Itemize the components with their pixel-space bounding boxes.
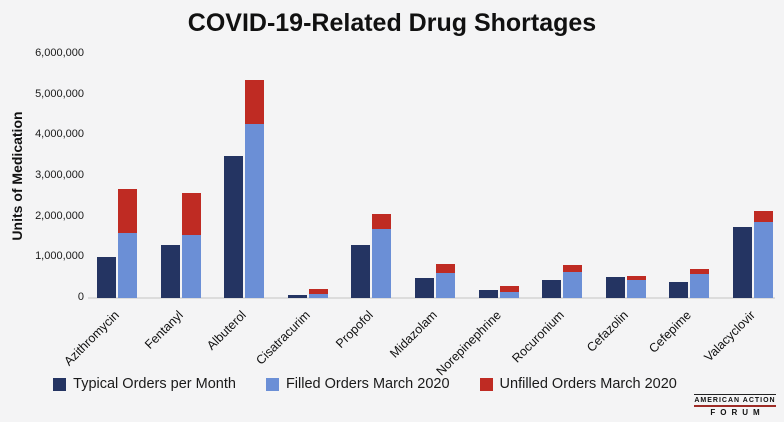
y-tick-label: 0 — [77, 291, 84, 303]
bar-filled-norepinephrine — [499, 291, 519, 298]
legend-item-filled-orders: Filled Orders March 2020 — [265, 376, 450, 392]
logo-line-forum: FORUM — [710, 408, 765, 417]
legend-item-unfilled-orders: Unfilled Orders March 2020 — [479, 376, 677, 392]
bar-unfilled-norepinephrine — [499, 286, 519, 292]
bar-typical-albuterol — [224, 155, 244, 298]
bar-unfilled-propofol — [372, 214, 392, 229]
american-action-forum-logo: AMERICAN ACTION FORUM — [694, 393, 776, 417]
y-tick-label: 6,000,000 — [35, 47, 84, 59]
bar-typical-valacyclovir — [733, 226, 752, 298]
bar-filled-cefazolin — [626, 279, 646, 298]
legend-item-typical-orders: Typical Orders per Month — [53, 376, 236, 392]
bar-unfilled-cefazolin — [626, 276, 646, 280]
bar-unfilled-midazolam — [436, 263, 455, 273]
bar-typical-propofol — [351, 245, 371, 298]
y-tick-label: 5,000,000 — [35, 87, 84, 100]
bar-filled-cefepime — [690, 274, 710, 298]
y-tick-label: 1,000,000 — [35, 250, 84, 263]
bar-filled-rocuronium — [563, 271, 583, 298]
bar-filled-azithromycin — [118, 232, 137, 298]
bar-unfilled-fentanyl — [181, 193, 201, 235]
bar-typical-norepinephrine — [478, 289, 498, 298]
y-tick-label: 2,000,000 — [35, 209, 84, 222]
bar-filled-propofol — [372, 228, 392, 298]
bar-unfilled-cisatracurim — [308, 289, 328, 294]
bar-filled-midazolam — [436, 272, 455, 298]
bar-filled-cisatracurim — [308, 293, 328, 298]
bar-unfilled-rocuronium — [563, 264, 583, 272]
chart-legend: Typical Orders per Month Filled Orders M… — [0, 376, 730, 392]
x-axis-line — [88, 297, 775, 299]
y-tick-label: 3,000,000 — [35, 169, 84, 181]
logo-line-american-action: AMERICAN ACTION — [694, 397, 776, 407]
bar-filled-valacyclovir — [754, 221, 773, 298]
bar-unfilled-albuterol — [245, 80, 265, 125]
legend-swatch-filled-orders — [265, 377, 279, 391]
legend-label-unfilled-orders: Unfilled Orders March 2020 — [499, 376, 677, 392]
legend-label-typical-orders: Typical Orders per Month — [73, 376, 236, 392]
chart-title: COVID-19-Related Drug Shortages — [187, 9, 597, 37]
bar-typical-cefepime — [669, 281, 689, 298]
bar-unfilled-valacyclovir — [754, 211, 773, 222]
legend-swatch-unfilled-orders — [479, 377, 493, 391]
bar-typical-azithromycin — [97, 257, 116, 298]
legend-label-filled-orders: Filled Orders March 2020 — [285, 376, 450, 392]
bar-typical-fentanyl — [160, 245, 180, 298]
bar-filled-fentanyl — [181, 234, 201, 298]
bar-typical-cisatracurim — [287, 294, 307, 298]
bar-unfilled-azithromycin — [118, 189, 137, 233]
bar-unfilled-cefepime — [690, 268, 710, 274]
y-tick-label: 4,000,000 — [35, 128, 84, 141]
bar-filled-albuterol — [245, 124, 265, 298]
bar-typical-midazolam — [415, 277, 434, 298]
bar-typical-cefazolin — [605, 276, 625, 298]
legend-swatch-typical-orders — [53, 377, 67, 391]
bar-typical-rocuronium — [542, 279, 562, 298]
